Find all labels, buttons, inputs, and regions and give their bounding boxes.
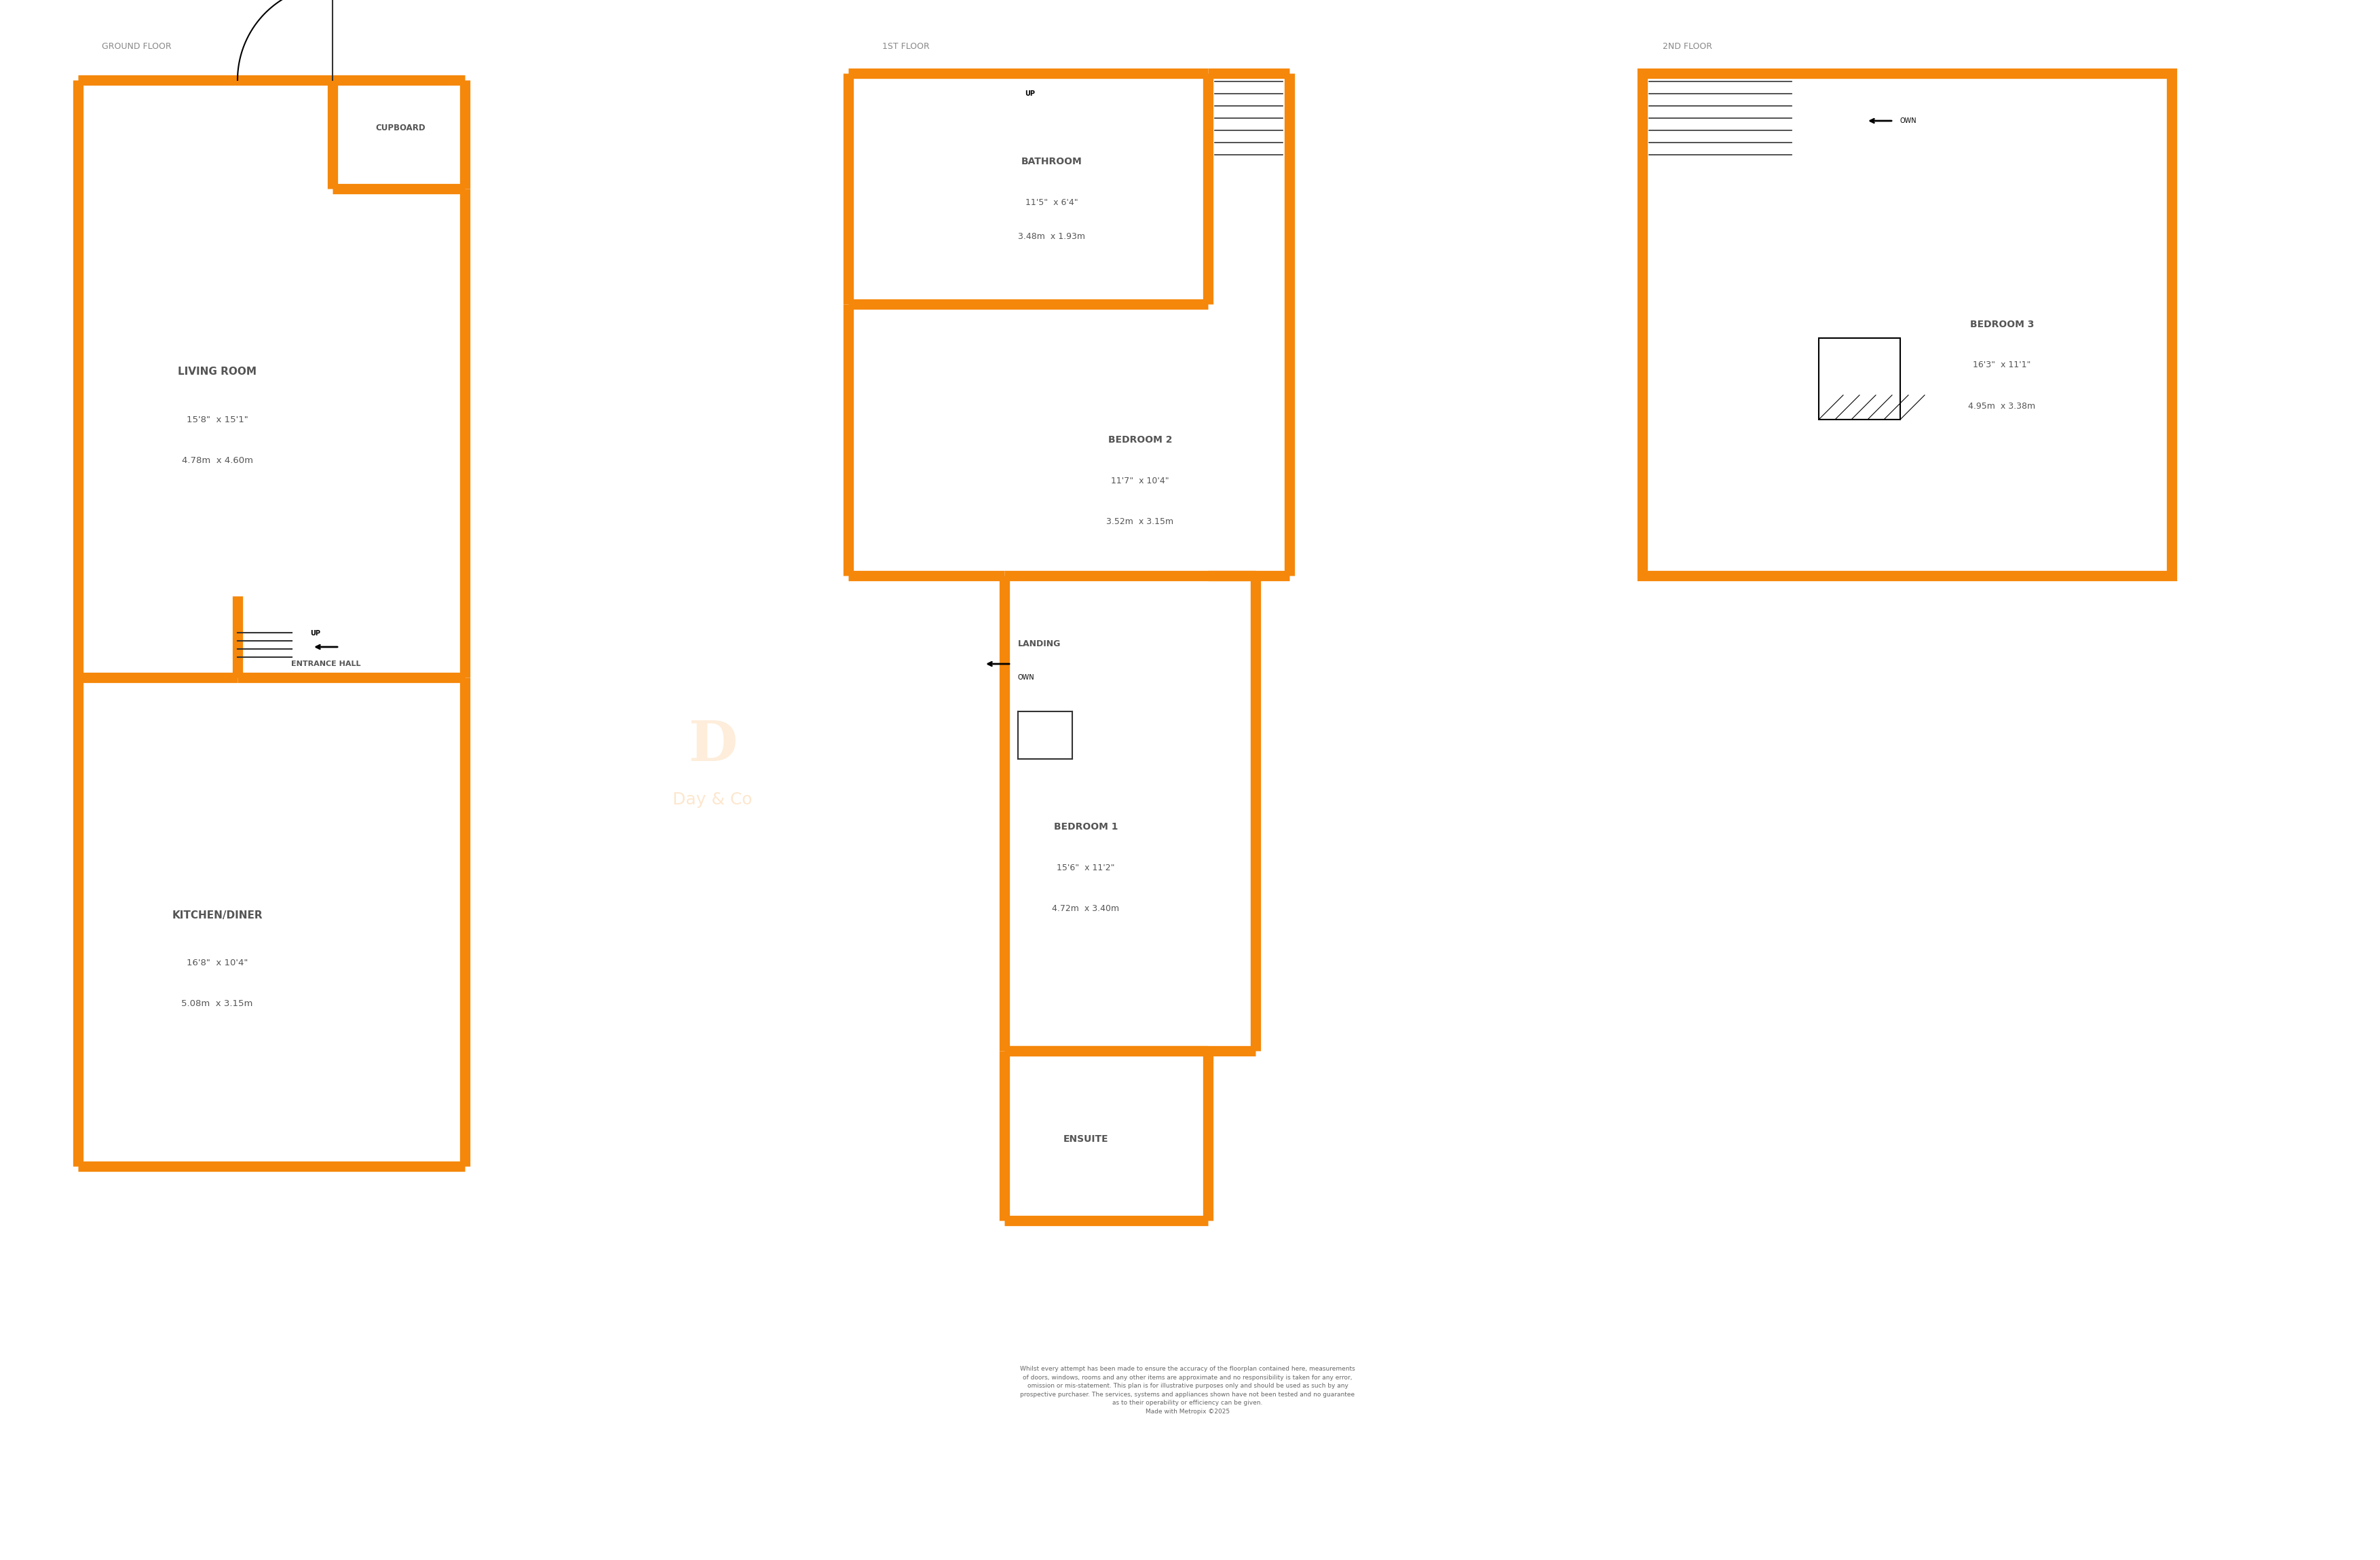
Text: 4.78m  x 4.60m: 4.78m x 4.60m — [181, 456, 252, 465]
Text: BATHROOM: BATHROOM — [1021, 158, 1083, 167]
Text: 11'5"  x 6'4": 11'5" x 6'4" — [1026, 198, 1078, 207]
Text: UP: UP — [309, 630, 321, 636]
Text: 5.08m  x 3.15m: 5.08m x 3.15m — [181, 998, 252, 1008]
Text: KITCHEN/DINER: KITCHEN/DINER — [171, 909, 262, 920]
Text: 3.48m  x 1.93m: 3.48m x 1.93m — [1019, 232, 1085, 240]
Text: 3.52m  x 3.15m: 3.52m x 3.15m — [1107, 516, 1173, 526]
Bar — [1818, 339, 1899, 420]
Text: Day & Co: Day & Co — [674, 791, 752, 808]
Text: GROUND FLOOR: GROUND FLOOR — [102, 42, 171, 50]
Text: 4.95m  x 3.38m: 4.95m x 3.38m — [1968, 401, 2035, 410]
Text: 4.72m  x 3.40m: 4.72m x 3.40m — [1052, 903, 1119, 913]
Bar — [1642, 73, 2171, 576]
Text: CUPBOARD: CUPBOARD — [376, 123, 426, 133]
Text: ENTRANCE HALL: ENTRANCE HALL — [290, 660, 359, 668]
Text: Whilst every attempt has been made to ensure the accuracy of the floorplan conta: Whilst every attempt has been made to en… — [1021, 1367, 1354, 1415]
Text: LIVING ROOM: LIVING ROOM — [178, 367, 257, 378]
Text: 16'8"  x 10'4": 16'8" x 10'4" — [186, 958, 248, 967]
Text: UP: UP — [1026, 90, 1035, 97]
Text: BEDROOM 1: BEDROOM 1 — [1054, 822, 1119, 831]
Text: 15'6"  x 11'2": 15'6" x 11'2" — [1057, 863, 1114, 872]
Text: 15'8"  x 15'1": 15'8" x 15'1" — [186, 415, 248, 424]
Text: OWN: OWN — [1899, 117, 1916, 125]
Text: LANDING: LANDING — [1019, 640, 1061, 647]
Text: OWN: OWN — [1019, 674, 1035, 680]
Text: 11'7"  x 10'4": 11'7" x 10'4" — [1111, 476, 1169, 485]
Text: ENSUITE: ENSUITE — [1064, 1134, 1109, 1143]
Text: D: D — [688, 718, 738, 772]
Text: 16'3"  x 11'1": 16'3" x 11'1" — [1973, 360, 2030, 370]
Text: 2ND FLOOR: 2ND FLOOR — [1664, 42, 1711, 50]
Text: BEDROOM 3: BEDROOM 3 — [1971, 320, 2035, 329]
Text: 1ST FLOOR: 1ST FLOOR — [883, 42, 931, 50]
Text: BEDROOM 2: BEDROOM 2 — [1109, 435, 1173, 445]
